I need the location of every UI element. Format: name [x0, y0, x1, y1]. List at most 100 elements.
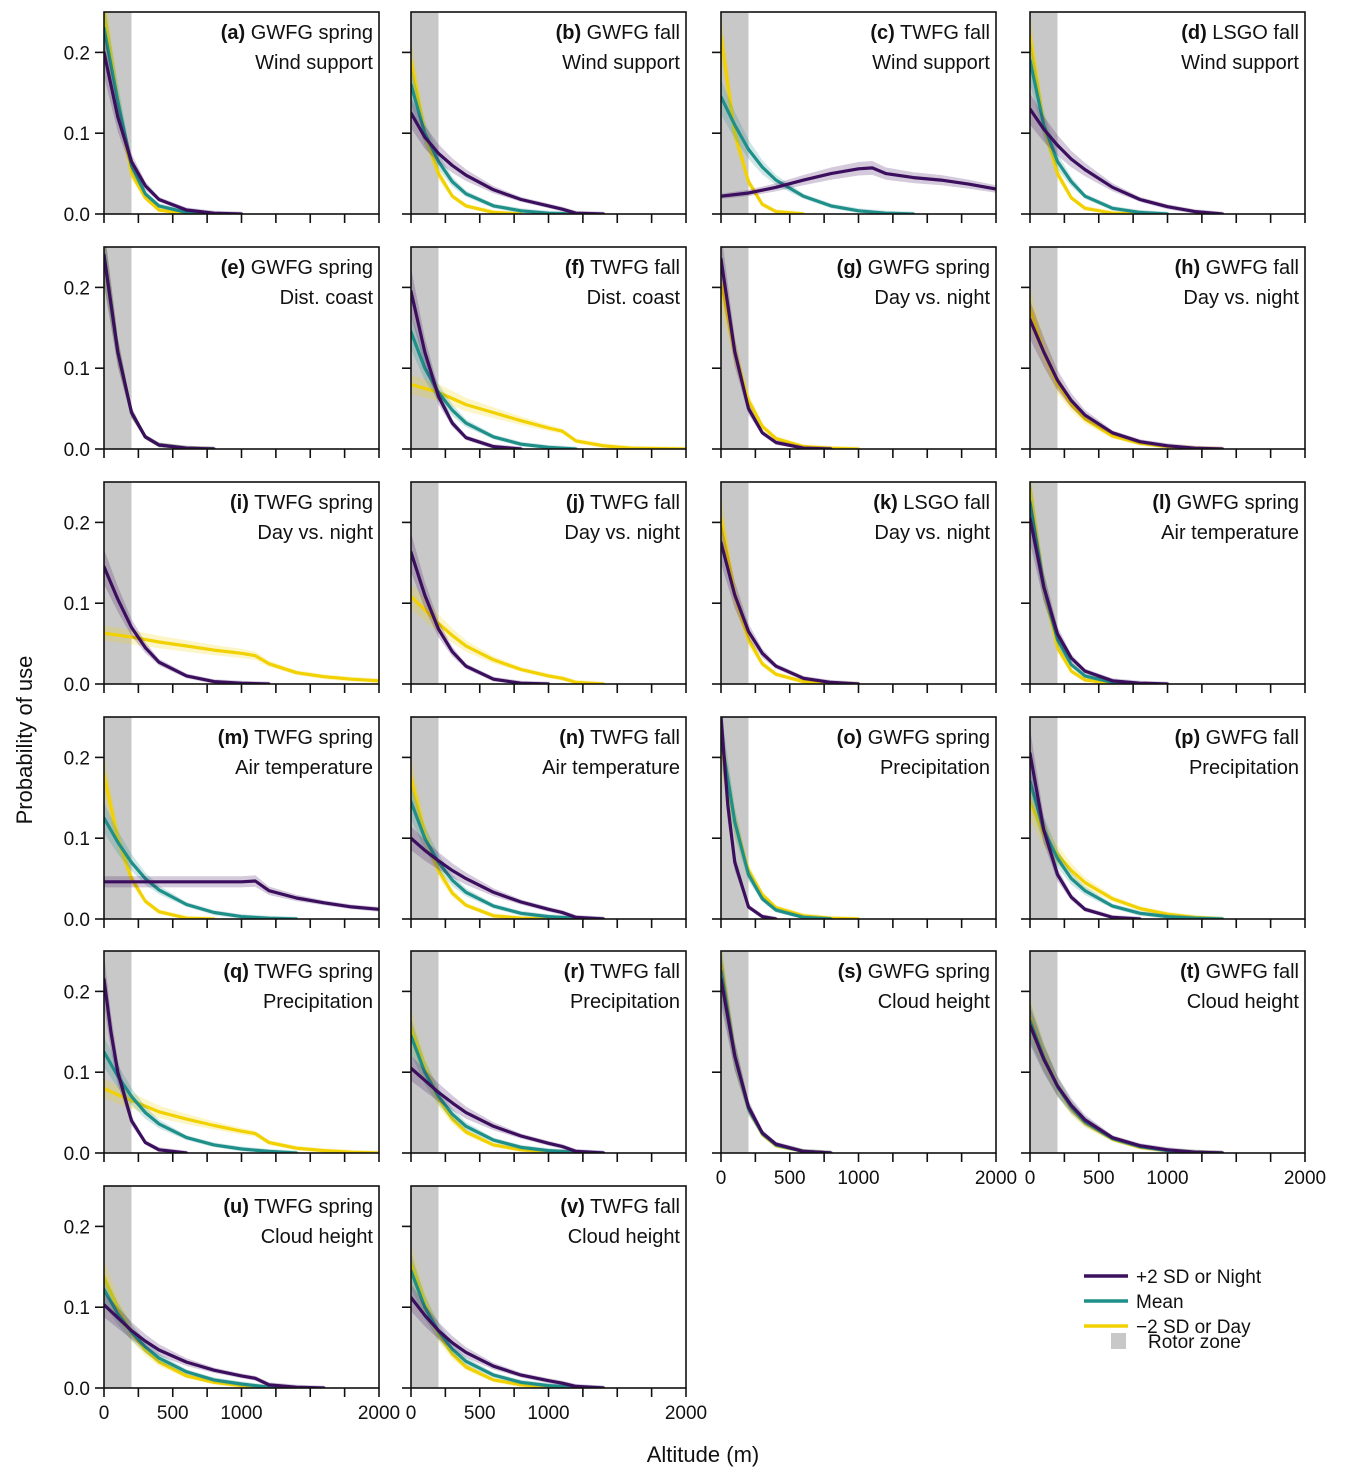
panel-tag: (t): [1180, 961, 1200, 983]
series-group: [104, 549, 379, 684]
y-tick-label: 0.1: [64, 124, 90, 145]
panel-covariate: Air temperature: [1161, 522, 1299, 544]
x-tick-label: 1000: [837, 1168, 879, 1189]
ci-band-night: [411, 532, 549, 684]
series-line-night: [721, 717, 778, 919]
panel-group: TWFG fall: [585, 257, 680, 279]
ci-band-night: [411, 1055, 604, 1153]
panel-tag: (r): [564, 961, 585, 983]
ci-band-night: [1030, 93, 1223, 214]
panel-title: (b) GWFG fall: [556, 22, 680, 44]
panel-title: (h) GWFG fall: [1175, 257, 1299, 279]
panel-t: 0 500 1000 2000 (t) GWFG fall Cloud height: [1021, 950, 1326, 1189]
panel-covariate: Day vs. night: [257, 522, 373, 544]
y-tick-label: 0.2: [64, 43, 90, 64]
y-tick-label: 0.1: [64, 829, 90, 850]
panel-tag: (l): [1152, 492, 1171, 514]
x-tick-label: 2000: [1284, 1168, 1326, 1189]
series-group: [721, 12, 996, 214]
series-line-night: [104, 879, 379, 911]
y-tick-label: 0.1: [64, 1298, 90, 1319]
panel-group: TWFG fall: [585, 727, 680, 749]
panel-title: (i) TWFG spring: [230, 492, 373, 514]
ci-band-night: [104, 28, 242, 214]
panel-covariate: Air temperature: [235, 757, 373, 779]
series-line-night: [411, 1066, 606, 1153]
panel-tag: (i): [230, 492, 249, 514]
series-line-night: [411, 836, 606, 919]
ci-band-night: [721, 717, 776, 919]
series-line-night: [1030, 107, 1225, 214]
y-tick-label: 0.2: [64, 513, 90, 534]
panel-o: (o) GWFG spring Precipitation: [712, 716, 997, 928]
y-tick-label: 0.0: [64, 1144, 90, 1165]
rotor-zone-band: [104, 951, 132, 1153]
panel-tag: (d): [1181, 22, 1207, 44]
legend-label-night: +2 SD or Night: [1136, 1267, 1262, 1288]
panel-group: GWFG fall: [581, 22, 680, 44]
panel-tag: (c): [870, 22, 894, 44]
panel-tag: (g): [837, 257, 863, 279]
panel-group: LSGO fall: [898, 492, 990, 514]
x-tick-label: 0: [716, 1168, 727, 1189]
series-line-mean: [104, 816, 299, 919]
ci-band-day: [1030, 286, 1223, 449]
panel-covariate: Precipitation: [1189, 757, 1299, 779]
panel-n: (n) TWFG fall Air temperature: [402, 716, 687, 928]
series-group: [721, 493, 861, 684]
y-tick-label: 0.2: [64, 278, 90, 299]
panel-group: TWFG spring: [249, 492, 373, 514]
y-tick-label: 0.1: [64, 1063, 90, 1084]
y-tick-label: 0.0: [64, 675, 90, 696]
panel-title: (u) TWFG spring: [223, 1196, 373, 1218]
panel-covariate: Day vs. night: [874, 522, 990, 544]
series-line-night: [721, 541, 861, 684]
series-line-mean: [411, 1269, 606, 1388]
panel-a: 0.0 0.1 0.2 (a) GWFG spring Wind support: [64, 11, 380, 226]
y-tick-label: 0.0: [64, 440, 90, 461]
panel-title: (k) LSGO fall: [873, 492, 990, 514]
x-tick-label: 0: [99, 1403, 110, 1424]
ci-band-night: [1030, 300, 1223, 449]
ci-band-night: [411, 267, 521, 449]
series-line-night: [1030, 516, 1170, 684]
rotor-zone-band: [104, 482, 132, 684]
x-tick-label: 1000: [1146, 1168, 1188, 1189]
rotor-zone-band: [411, 482, 439, 684]
ci-band-mean: [1030, 761, 1223, 919]
ci-band-mean: [411, 65, 576, 214]
panel-d: (d) LSGO fall Wind support: [1021, 11, 1306, 223]
ci-band-night: [411, 1283, 604, 1388]
panel-covariate: Cloud height: [568, 1226, 681, 1248]
panel-title: (j) TWFG fall: [566, 492, 680, 514]
panel-covariate: Precipitation: [263, 991, 373, 1013]
panel-title: (g) GWFG spring: [837, 257, 990, 279]
panel-title: (p) GWFG fall: [1175, 727, 1299, 749]
panel-group: TWFG spring: [249, 727, 373, 749]
legend: +2 SD or Night Mean −2 SD or Day Rotor z…: [1084, 1267, 1262, 1353]
series-line-night: [1030, 1023, 1225, 1153]
panel-covariate: Air temperature: [542, 757, 680, 779]
series-group: [1030, 728, 1225, 919]
series-line-night: [1030, 318, 1225, 449]
x-tick-label: 1000: [220, 1403, 262, 1424]
ci-band-night: [411, 826, 604, 919]
panel-title: (t) GWFG fall: [1180, 961, 1299, 983]
series-group: [1030, 996, 1225, 1153]
series-line-night: [721, 166, 996, 198]
ci-band-night: [1030, 1006, 1223, 1153]
x-axis-title: Altitude (m): [647, 1442, 759, 1467]
panel-group: GWFG fall: [1200, 257, 1299, 279]
series-group: [411, 1009, 606, 1153]
panel-tag: (n): [559, 727, 585, 749]
x-tick-label: 500: [157, 1403, 189, 1424]
panel-c: (c) TWFG fall Wind support: [712, 11, 997, 223]
series-line-mean: [104, 1050, 299, 1153]
series-group: [411, 756, 606, 919]
panel-s: 0 500 1000 2000 (s) GWFG spring Cloud height: [712, 950, 1017, 1189]
panel-tag: (f): [565, 257, 585, 279]
panel-h: (h) GWFG fall Day vs. night: [1021, 246, 1306, 458]
panel-title: (e) GWFG spring: [221, 257, 373, 279]
panel-title: (o) GWFG spring: [837, 727, 990, 749]
